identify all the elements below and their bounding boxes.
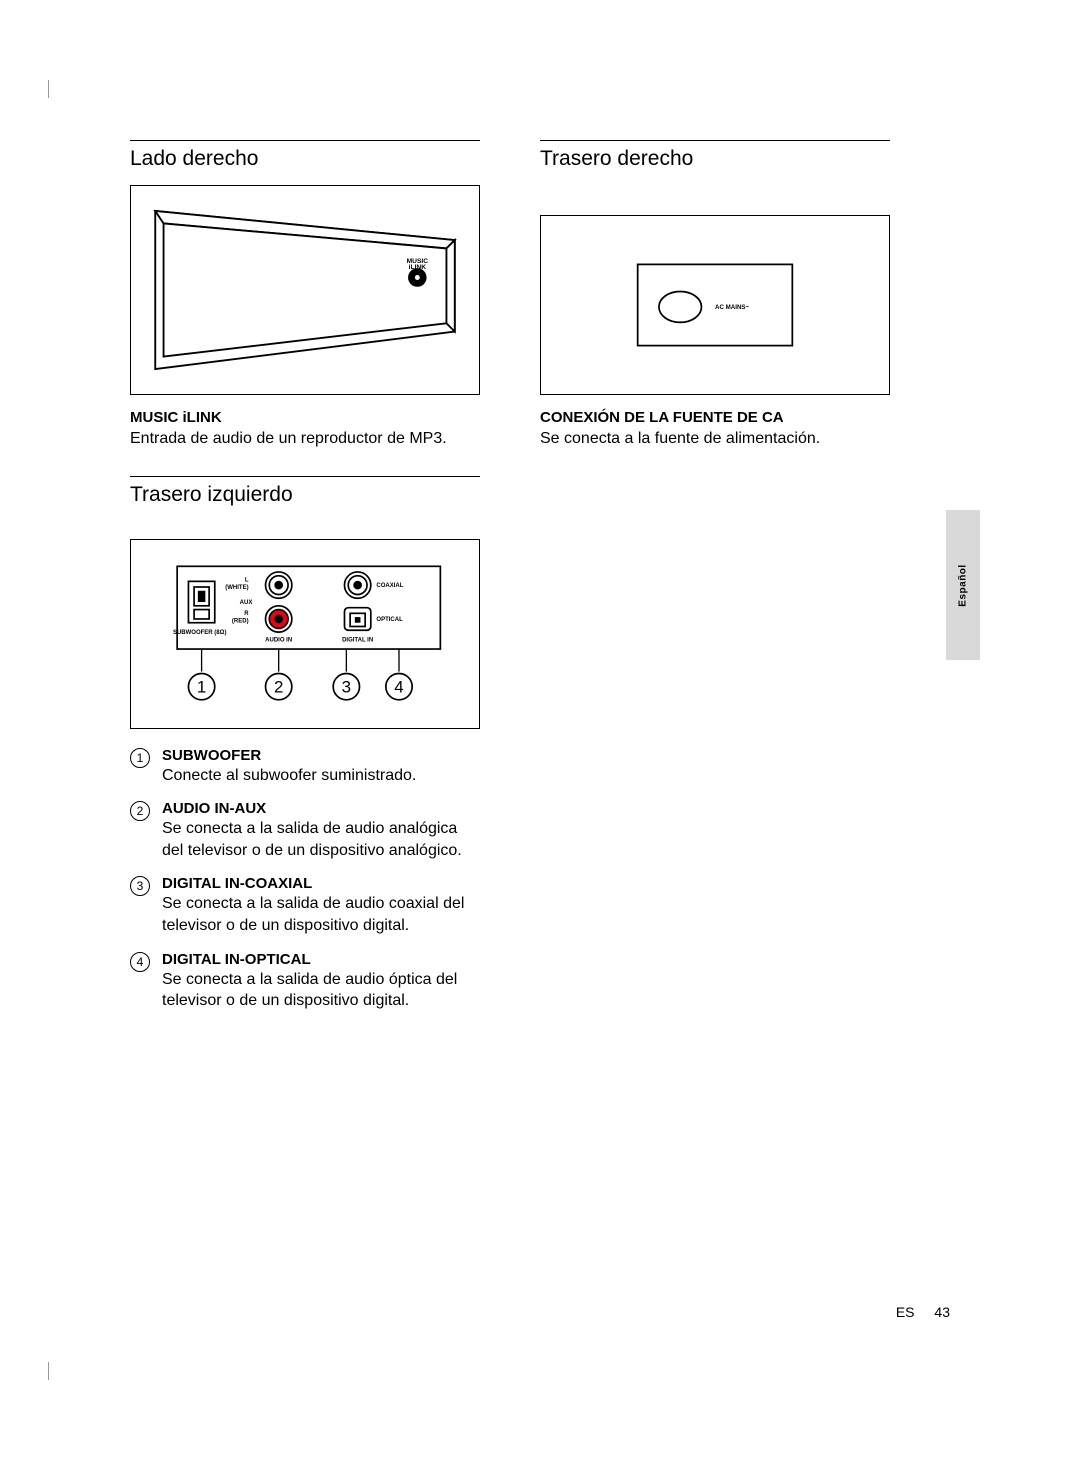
- svg-text:4: 4: [394, 677, 403, 696]
- item-title: AUDIO IN-AUX: [162, 800, 480, 817]
- list-item: 3 DIGITAL IN-COAXIAL Se conecta a la sal…: [130, 875, 480, 936]
- diagram-trasero-der: AC MAINS~: [540, 215, 890, 395]
- item-desc: Se conecta a la salida de audio coaxial …: [162, 893, 480, 936]
- diagram-trasero-izq: SUBWOOFER (8Ω) L (WHITE) R (RED) AUX AUD…: [130, 539, 480, 729]
- section-title-lado-derecho: Lado derecho: [130, 140, 480, 181]
- desc-music-ilink: Entrada de audio de un reproductor de MP…: [130, 428, 480, 450]
- callout-number-icon: 3: [130, 876, 150, 896]
- page: Lado derecho MUSIC iLINK: [0, 0, 1080, 1460]
- page-footer: ES 43: [896, 1304, 950, 1320]
- connector-list: 1 SUBWOOFER Conecte al subwoofer suminis…: [130, 747, 480, 1012]
- svg-text:OPTICAL: OPTICAL: [376, 616, 403, 622]
- desc-ac: Se conecta a la fuente de alimentación.: [540, 428, 890, 450]
- svg-text:1: 1: [197, 677, 206, 696]
- svg-text:3: 3: [342, 677, 351, 696]
- item-desc: Conecte al subwoofer suministrado.: [162, 765, 480, 787]
- section-title-trasero-der: Trasero derecho: [540, 140, 890, 181]
- crop-mark: [48, 80, 49, 98]
- crop-mark: [48, 1362, 49, 1380]
- list-item: 4 DIGITAL IN-OPTICAL Se conecta a la sal…: [130, 951, 480, 1012]
- svg-text:AUX: AUX: [240, 600, 253, 606]
- diagram-lado-derecho: MUSIC iLINK: [130, 185, 480, 395]
- callout-number-icon: 2: [130, 801, 150, 821]
- callout-number-icon: 4: [130, 952, 150, 972]
- item-title: DIGITAL IN-OPTICAL: [162, 951, 480, 968]
- label-ac: CONEXIÓN DE LA FUENTE DE CA: [540, 409, 890, 426]
- language-tab: Español: [946, 510, 980, 660]
- rear-left-svg: SUBWOOFER (8Ω) L (WHITE) R (RED) AUX AUD…: [131, 540, 479, 728]
- item-title: SUBWOOFER: [162, 747, 480, 764]
- list-item: 2 AUDIO IN-AUX Se conecta a la salida de…: [130, 800, 480, 861]
- svg-text:COAXIAL: COAXIAL: [376, 583, 403, 589]
- list-item: 1 SUBWOOFER Conecte al subwoofer suminis…: [130, 747, 480, 787]
- soundbar-side-svg: MUSIC iLINK: [131, 186, 479, 394]
- right-column: Trasero derecho AC MAINS~ CONEXIÓN DE LA…: [540, 140, 890, 1026]
- content-columns: Lado derecho MUSIC iLINK: [130, 140, 980, 1026]
- footer-page-number: 43: [934, 1304, 950, 1320]
- svg-text:AUDIO IN: AUDIO IN: [265, 637, 292, 643]
- label-music-ilink: MUSIC iLINK: [130, 409, 480, 426]
- left-column: Lado derecho MUSIC iLINK: [130, 140, 480, 1026]
- svg-text:DIGITAL IN: DIGITAL IN: [342, 637, 373, 643]
- footer-lang: ES: [896, 1304, 915, 1320]
- callout-number-icon: 1: [130, 748, 150, 768]
- svg-text:AC MAINS~: AC MAINS~: [715, 304, 750, 311]
- svg-text:(RED): (RED): [232, 618, 249, 624]
- item-desc: Se conecta a la salida de audio óptica d…: [162, 969, 480, 1012]
- svg-text:2: 2: [274, 677, 283, 696]
- ac-mains-svg: AC MAINS~: [541, 216, 889, 394]
- svg-text:R: R: [244, 611, 249, 617]
- svg-text:L: L: [245, 577, 249, 583]
- section-title-trasero-izq: Trasero izquierdo: [130, 476, 480, 517]
- svg-text:(WHITE): (WHITE): [225, 584, 248, 590]
- item-desc: Se conecta a la salida de audio analógic…: [162, 818, 480, 861]
- svg-text:SUBWOOFER (8Ω): SUBWOOFER (8Ω): [173, 630, 226, 636]
- language-tab-label: Español: [958, 564, 969, 606]
- svg-text:iLINK: iLINK: [409, 264, 427, 271]
- item-title: DIGITAL IN-COAXIAL: [162, 875, 480, 892]
